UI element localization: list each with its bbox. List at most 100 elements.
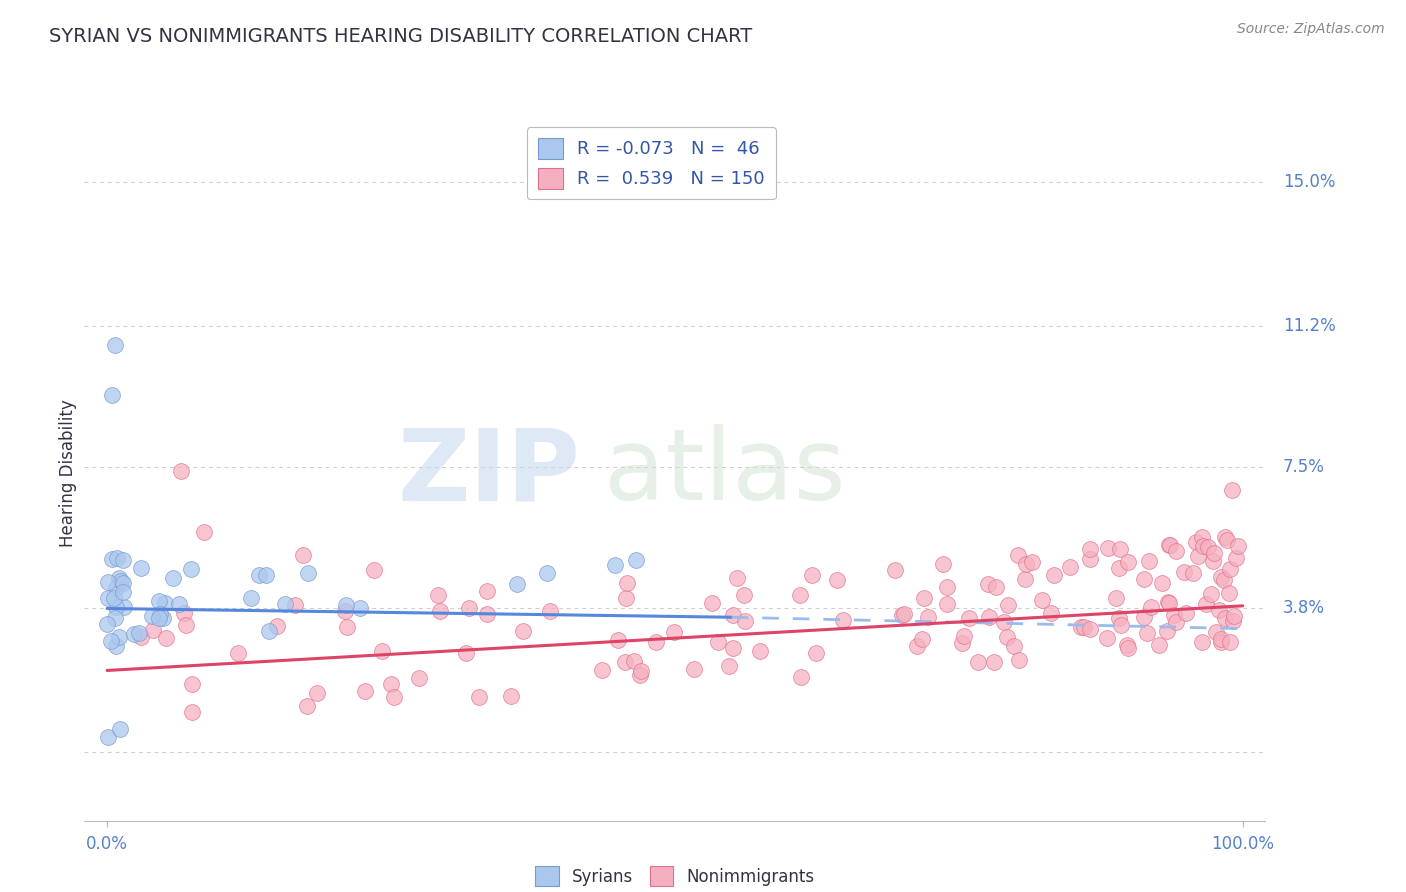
Point <box>1105 591 1128 605</box>
Point <box>506 577 529 591</box>
Point <box>733 588 755 602</box>
Point <box>112 600 135 615</box>
Point <box>349 600 371 615</box>
Point <box>170 464 193 478</box>
Point <box>1208 602 1230 616</box>
Point <box>181 677 204 691</box>
Point <box>1097 631 1119 645</box>
Point <box>97 575 120 590</box>
Point <box>1173 565 1195 579</box>
Point <box>257 624 280 638</box>
Point <box>616 591 638 605</box>
Point <box>284 598 307 612</box>
Point <box>825 573 848 587</box>
Point <box>1159 538 1181 552</box>
Point <box>152 610 174 624</box>
Point <box>107 630 129 644</box>
Point <box>1185 535 1208 549</box>
Point <box>104 581 127 595</box>
Point <box>1132 572 1154 586</box>
Point <box>905 639 928 653</box>
Point <box>1209 635 1232 649</box>
Point <box>96 617 118 632</box>
Point <box>1073 620 1095 634</box>
Point <box>883 564 905 578</box>
Point <box>1164 615 1187 629</box>
Point <box>1014 572 1036 586</box>
Point <box>911 632 934 647</box>
Point <box>1191 539 1213 553</box>
Point <box>717 658 740 673</box>
Point <box>616 575 638 590</box>
Point <box>623 654 645 668</box>
Point <box>1211 570 1233 584</box>
Point <box>1163 608 1185 623</box>
Point <box>789 588 811 602</box>
Point <box>129 630 152 644</box>
Point <box>967 655 990 669</box>
Point <box>893 607 915 622</box>
Point <box>1136 626 1159 640</box>
Point <box>725 571 748 585</box>
Point <box>475 584 498 599</box>
Point <box>254 567 277 582</box>
Point <box>983 655 1005 669</box>
Point <box>111 576 134 591</box>
Point <box>538 604 561 618</box>
Point <box>1219 635 1241 649</box>
Point <box>997 598 1019 612</box>
Point <box>624 553 647 567</box>
Point <box>142 624 165 638</box>
Point <box>105 599 128 614</box>
Point <box>297 566 319 580</box>
Point <box>953 629 976 643</box>
Point <box>1152 576 1174 591</box>
Point <box>456 646 478 660</box>
Point <box>1199 587 1222 601</box>
Point <box>603 558 626 572</box>
Text: 7.5%: 7.5% <box>1284 458 1324 476</box>
Point <box>997 631 1019 645</box>
Point <box>1078 552 1101 566</box>
Point <box>97 730 120 744</box>
Point <box>105 550 128 565</box>
Point <box>630 664 652 678</box>
Point <box>801 568 824 582</box>
Point <box>1108 611 1130 625</box>
Point <box>683 663 706 677</box>
Point <box>104 610 127 624</box>
Point <box>831 613 853 627</box>
Point <box>1216 533 1239 548</box>
Point <box>169 597 191 611</box>
Point <box>1191 635 1213 649</box>
Point <box>363 563 385 577</box>
Point <box>292 548 315 562</box>
Point <box>613 656 636 670</box>
Point <box>721 607 744 622</box>
Point <box>1182 566 1205 580</box>
Point <box>101 551 124 566</box>
Point <box>1043 568 1066 582</box>
Point <box>1191 530 1213 544</box>
Point <box>240 591 263 605</box>
Point <box>707 635 730 649</box>
Point <box>1021 555 1043 569</box>
Point <box>1008 653 1031 667</box>
Point <box>1097 541 1119 555</box>
Point <box>1118 555 1140 569</box>
Point <box>128 626 150 640</box>
Point <box>1078 622 1101 636</box>
Point <box>408 671 430 685</box>
Point <box>912 591 935 606</box>
Point <box>1139 599 1161 614</box>
Point <box>1223 609 1246 624</box>
Point <box>112 552 135 566</box>
Point <box>789 671 811 685</box>
Point <box>1213 573 1236 587</box>
Point <box>180 562 202 576</box>
Point <box>108 571 131 585</box>
Point <box>628 668 651 682</box>
Point <box>335 604 357 618</box>
Legend: Syrians, Nonimmigrants: Syrians, Nonimmigrants <box>529 860 821 892</box>
Point <box>173 606 195 620</box>
